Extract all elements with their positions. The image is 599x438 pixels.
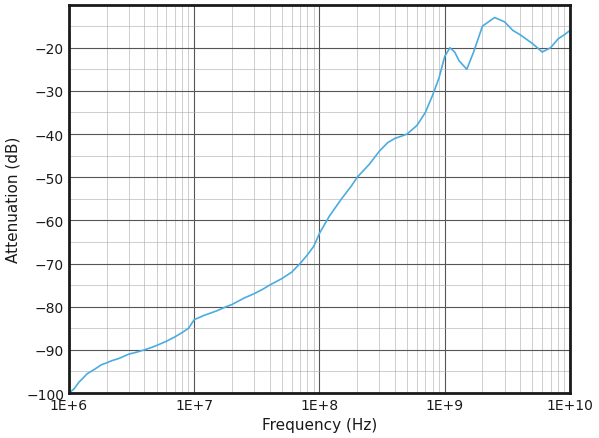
X-axis label: Frequency (Hz): Frequency (Hz) (262, 417, 377, 432)
Y-axis label: Attenuation (dB): Attenuation (dB) (5, 136, 20, 262)
